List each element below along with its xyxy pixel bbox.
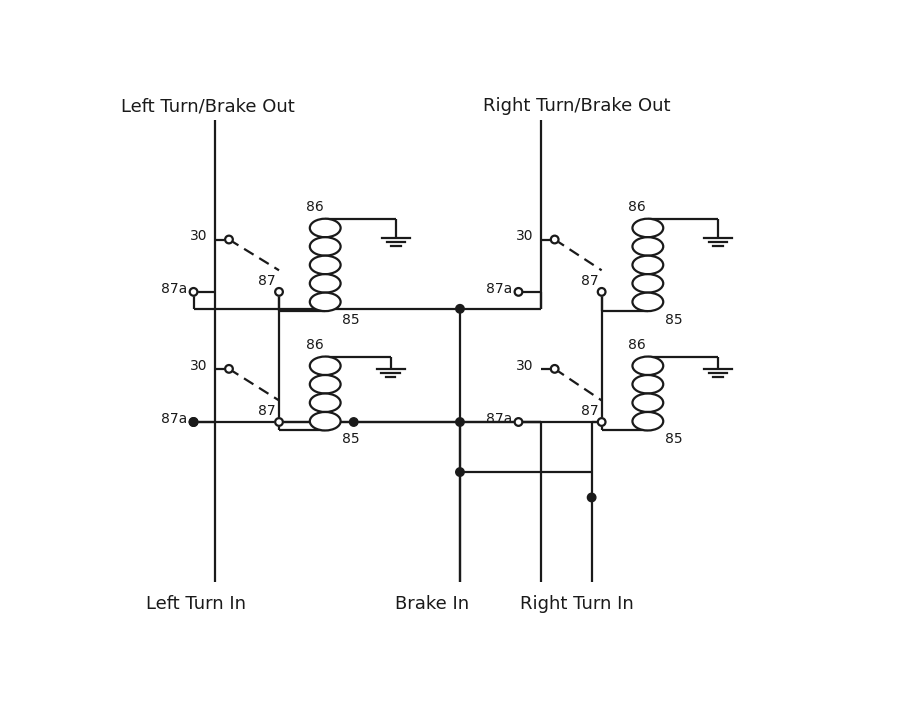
Circle shape — [226, 365, 233, 372]
Text: 30: 30 — [190, 359, 207, 372]
Circle shape — [275, 418, 283, 426]
Text: 87: 87 — [258, 274, 276, 288]
Text: 85: 85 — [342, 313, 360, 326]
Circle shape — [275, 288, 283, 296]
Circle shape — [598, 418, 605, 426]
Ellipse shape — [632, 274, 663, 293]
Circle shape — [189, 418, 198, 426]
Text: 87: 87 — [258, 404, 276, 418]
Text: 85: 85 — [665, 313, 683, 326]
Circle shape — [226, 236, 233, 243]
Ellipse shape — [309, 237, 341, 256]
Text: Right Turn/Brake Out: Right Turn/Brake Out — [483, 97, 670, 115]
Text: 87a: 87a — [161, 412, 188, 426]
Text: 30: 30 — [190, 229, 207, 244]
Ellipse shape — [632, 293, 663, 311]
Circle shape — [189, 418, 198, 426]
Ellipse shape — [309, 357, 341, 375]
Text: 86: 86 — [306, 338, 323, 352]
Ellipse shape — [632, 357, 663, 375]
Text: 30: 30 — [516, 359, 533, 372]
Ellipse shape — [309, 274, 341, 293]
Text: Left Turn In: Left Turn In — [146, 595, 246, 613]
Text: 86: 86 — [306, 200, 323, 214]
Text: 87: 87 — [581, 404, 599, 418]
Text: 87a: 87a — [161, 282, 188, 296]
Ellipse shape — [309, 256, 341, 274]
Ellipse shape — [309, 412, 341, 431]
Text: 86: 86 — [628, 200, 646, 214]
Circle shape — [515, 288, 522, 296]
Ellipse shape — [632, 219, 663, 237]
Text: 85: 85 — [342, 432, 360, 446]
Text: Left Turn/Brake Out: Left Turn/Brake Out — [121, 97, 295, 115]
Text: 85: 85 — [665, 432, 683, 446]
Ellipse shape — [309, 219, 341, 237]
Ellipse shape — [632, 412, 663, 431]
Ellipse shape — [309, 375, 341, 393]
Ellipse shape — [632, 256, 663, 274]
Ellipse shape — [309, 393, 341, 412]
Text: Right Turn In: Right Turn In — [520, 595, 634, 613]
Ellipse shape — [632, 375, 663, 393]
Circle shape — [551, 365, 558, 372]
Text: Brake In: Brake In — [395, 595, 469, 613]
Circle shape — [189, 288, 198, 296]
Circle shape — [515, 418, 522, 426]
Circle shape — [456, 468, 465, 476]
Circle shape — [349, 418, 358, 426]
Circle shape — [456, 418, 465, 426]
Text: 30: 30 — [516, 229, 533, 244]
Text: 87a: 87a — [486, 282, 512, 296]
Circle shape — [456, 305, 465, 313]
Text: 87: 87 — [581, 274, 599, 288]
Text: 86: 86 — [628, 338, 646, 352]
Circle shape — [598, 288, 605, 296]
Text: 87a: 87a — [486, 412, 512, 426]
Ellipse shape — [632, 393, 663, 412]
Circle shape — [587, 493, 596, 502]
Circle shape — [551, 236, 558, 243]
Ellipse shape — [309, 293, 341, 311]
Ellipse shape — [632, 237, 663, 256]
